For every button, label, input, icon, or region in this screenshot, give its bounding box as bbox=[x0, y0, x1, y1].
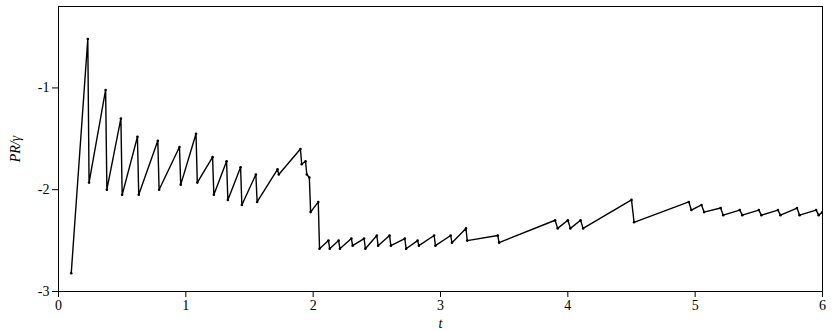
svg-text:t: t bbox=[439, 316, 444, 331]
svg-text:0: 0 bbox=[55, 298, 62, 313]
svg-text:PR/γ: PR/γ bbox=[8, 135, 23, 163]
svg-text:1: 1 bbox=[182, 298, 189, 313]
svg-text:3: 3 bbox=[437, 298, 444, 313]
svg-text:6: 6 bbox=[819, 298, 826, 313]
svg-text:-3: -3 bbox=[38, 284, 50, 299]
svg-text:4: 4 bbox=[564, 298, 571, 313]
svg-text:-1: -1 bbox=[38, 80, 50, 95]
svg-text:2: 2 bbox=[310, 298, 317, 313]
svg-text:-2: -2 bbox=[38, 182, 50, 197]
svg-text:5: 5 bbox=[692, 298, 699, 313]
